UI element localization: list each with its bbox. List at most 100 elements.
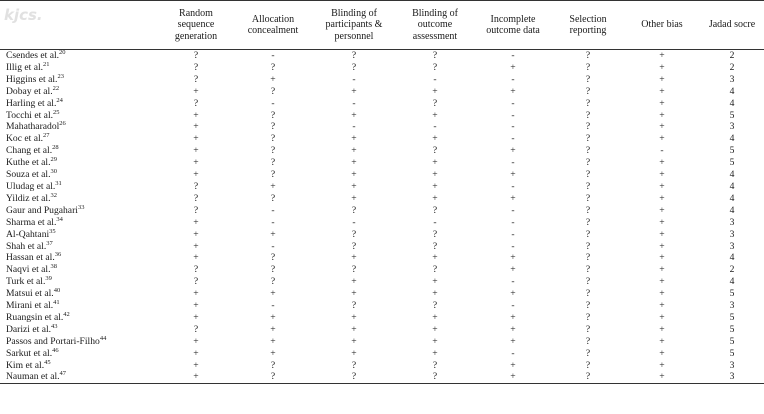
rating-cell: - <box>511 50 515 61</box>
rating-cell: + <box>193 252 199 264</box>
rating-cell: ? <box>432 359 438 371</box>
rating-cell: + <box>351 335 357 347</box>
rating-cell: + <box>193 169 199 181</box>
study-name: Matsui et al. <box>6 288 54 300</box>
rating-cell: ? <box>270 121 276 133</box>
rating-cell: + <box>432 276 438 288</box>
rating-cell: ? <box>396 371 474 385</box>
rating-cell: - <box>511 228 515 240</box>
jadad-score-cell: 3 <box>729 216 735 228</box>
table-row: Dobay et al.22 +? + + +? +4 <box>0 86 764 98</box>
study-name: Gaur and Pugahari <box>6 204 78 216</box>
rating-cell: ? <box>351 300 357 312</box>
rating-cell: ? <box>270 192 276 204</box>
table-row: Turk et al.39?? + + -? +4 <box>0 276 764 288</box>
reference-number: 20 <box>59 49 66 56</box>
rating-cell: + <box>432 157 438 169</box>
rating-cell: + <box>193 216 199 228</box>
reference-number: 34 <box>56 216 63 223</box>
rating-cell: + <box>351 169 357 181</box>
study-cell: Uludag et al.31 <box>0 181 158 193</box>
rating-cell: + <box>193 85 199 97</box>
reference-number: 28 <box>52 145 59 152</box>
rating-cell: ? <box>585 216 591 228</box>
rating-cell: ? <box>351 61 357 73</box>
rating-cell: ? <box>585 109 591 121</box>
study-name: Higgins et al. <box>6 73 58 85</box>
rating-cell: + <box>659 73 665 85</box>
study-cell: Kim et al.45 <box>0 360 158 372</box>
jadad-score-cell: 4 <box>729 85 735 97</box>
rating-cell: + <box>432 133 438 145</box>
rating-cell: ? <box>585 323 591 335</box>
rating-cell: + <box>474 371 552 385</box>
header-selection-reporting: Selection reporting <box>552 0 624 50</box>
rating-cell: ? <box>193 323 199 335</box>
rating-cell: + <box>351 347 357 359</box>
jadad-score-cell: 5 <box>729 157 735 169</box>
rating-cell: - <box>271 240 275 252</box>
jadad-score-cell: 3 <box>729 121 735 133</box>
table-row: Matsui et al.40 + + + + +? +5 <box>0 288 764 300</box>
rating-cell: - <box>660 145 664 157</box>
study-name: Al-Qahtani <box>6 228 50 240</box>
study-cell: Turk et al.39 <box>0 276 158 288</box>
rating-cell: + <box>351 109 357 121</box>
table-row: Nauman et al.47 +??? +? +3 <box>0 371 764 385</box>
rating-cell: ? <box>351 50 357 61</box>
reference-number: 38 <box>50 264 58 271</box>
table-row: Uludag et al.31? + + + -? +4 <box>0 181 764 193</box>
study-name: Kim et al. <box>6 359 45 371</box>
rating-cell: + <box>510 323 516 335</box>
jadad-score-cell: 5 <box>729 109 735 121</box>
rating-cell: ? <box>270 61 276 73</box>
reference-number: 47 <box>59 371 67 378</box>
study-name: Naqvi et al. <box>6 264 51 276</box>
rating-cell: ? <box>585 335 591 347</box>
rating-cell: + <box>432 109 438 121</box>
jadad-score-cell: 5 <box>729 145 735 157</box>
rating-cell: + <box>432 169 438 181</box>
rating-cell: + <box>270 311 276 323</box>
rating-cell: + <box>510 145 516 157</box>
table-row: Csendes et al.20? -?? -? +2 <box>0 50 764 62</box>
table-row: Darizi et al.43? + + + +? +5 <box>0 324 764 336</box>
rating-cell: ? <box>585 121 591 133</box>
jadad-score-cell: 4 <box>729 133 735 145</box>
jadad-score-cell: 2 <box>729 61 735 73</box>
rating-cell: + <box>432 347 438 359</box>
reference-number: 39 <box>45 276 52 283</box>
study-cell: Koc et al.27 <box>0 133 158 145</box>
table-row: Hassan et al.36 +? + + +? +4 <box>0 252 764 264</box>
rating-cell: ? <box>432 61 438 73</box>
rating-cell: + <box>659 276 665 288</box>
study-name: Nauman et al. <box>6 371 60 383</box>
rating-cell: ? <box>585 50 591 61</box>
header-blinding-outcome: Blinding of outcome assessment <box>396 0 474 50</box>
rating-cell: + <box>270 347 276 359</box>
rating-cell: ? <box>270 145 276 157</box>
jadad-score-cell: 5 <box>729 311 735 323</box>
rating-cell: ? <box>270 169 276 181</box>
rating-cell: ? <box>193 264 199 276</box>
table-row: Koc et al.27 +? + + -? +4 <box>0 133 764 145</box>
rating-cell: ? <box>585 180 591 192</box>
study-cell: Al-Qahtani35 <box>0 229 158 241</box>
reference-number: 26 <box>59 121 66 128</box>
jadad-score-cell: 5 <box>729 347 735 359</box>
rating-cell: + <box>193 300 199 312</box>
jadad-score-cell: 4 <box>729 180 735 192</box>
rating-cell: + <box>659 192 665 204</box>
rating-cell: ? <box>351 264 357 276</box>
rating-cell: ? <box>351 240 357 252</box>
header-row: Random sequence generation Allocation con… <box>0 0 764 50</box>
rating-cell: ? <box>585 145 591 157</box>
rating-cell: + <box>659 252 665 264</box>
rating-cell: ? <box>270 276 276 288</box>
study-name: Ruangsin et al. <box>6 311 64 323</box>
rating-cell: ? <box>585 61 591 73</box>
study-name: Mahatharadol <box>6 121 60 133</box>
jadad-score-cell: 3 <box>729 240 735 252</box>
study-cell: Darizi et al.43 <box>0 324 158 336</box>
rating-cell: + <box>351 192 357 204</box>
